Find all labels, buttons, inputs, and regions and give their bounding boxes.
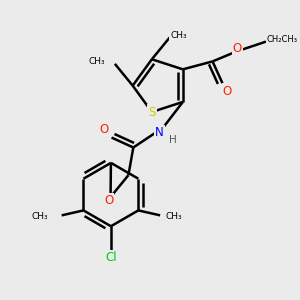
Text: H: H (169, 135, 177, 145)
Text: Cl: Cl (105, 251, 117, 264)
Text: N: N (155, 126, 164, 139)
Text: O: O (223, 85, 232, 98)
Text: CH₃: CH₃ (166, 212, 182, 221)
Text: CH₃: CH₃ (88, 57, 105, 66)
Text: CH₃: CH₃ (31, 212, 48, 221)
Text: O: O (233, 42, 242, 55)
Text: O: O (104, 194, 113, 208)
Text: CH₃: CH₃ (170, 31, 187, 40)
Text: O: O (99, 123, 108, 136)
Text: S: S (148, 106, 155, 118)
Text: CH₂CH₃: CH₂CH₃ (266, 35, 297, 44)
